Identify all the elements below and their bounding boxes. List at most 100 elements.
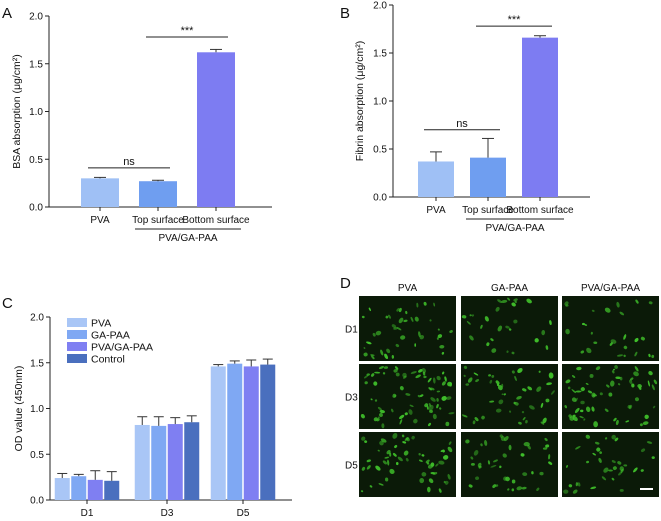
y-tick-label: 2.0 xyxy=(29,12,43,23)
cell-speck xyxy=(475,379,480,383)
cell-speck xyxy=(371,355,375,360)
bar xyxy=(418,161,454,197)
cell-speck xyxy=(465,383,470,386)
cell-speck xyxy=(544,437,548,442)
cell-speck xyxy=(386,348,391,354)
legend-swatch xyxy=(67,330,87,339)
cell-speck xyxy=(400,335,406,340)
y-axis-title: OD value (450nm) xyxy=(13,366,25,452)
cell-speck xyxy=(565,328,570,335)
cell-speck xyxy=(651,354,655,359)
cell-speck xyxy=(463,365,468,370)
cell-speck xyxy=(507,488,510,491)
cell-speck xyxy=(611,370,615,374)
cell-speck xyxy=(371,373,375,377)
y-tick-label: 1.0 xyxy=(29,107,43,118)
cell-speck xyxy=(427,486,431,493)
cell-speck xyxy=(531,471,534,475)
significance-label: *** xyxy=(181,25,195,37)
cell-speck xyxy=(419,477,425,484)
cell-speck xyxy=(625,420,630,423)
cell-speck xyxy=(443,480,446,484)
cell-speck xyxy=(364,381,368,385)
cell-speck xyxy=(591,309,595,312)
cell-speck xyxy=(489,400,495,403)
cell-speck xyxy=(604,437,608,440)
scale-bar xyxy=(640,488,653,490)
cell-speck xyxy=(594,441,600,445)
column-header: PVA/GA-PAA xyxy=(581,283,640,294)
cell-speck xyxy=(404,437,409,441)
cell-speck xyxy=(490,338,494,342)
cell-speck xyxy=(653,379,658,385)
cell-speck xyxy=(424,403,428,408)
cell-speck xyxy=(437,328,440,331)
cell-speck xyxy=(648,301,653,305)
cell-speck xyxy=(604,307,611,313)
cell-speck xyxy=(475,476,480,480)
significance-label: ns xyxy=(123,156,135,168)
cell-speck xyxy=(447,381,452,387)
cell-speck xyxy=(405,310,408,315)
column-header: PVA xyxy=(398,283,418,294)
cell-speck xyxy=(536,487,540,491)
cell-speck xyxy=(428,404,434,411)
cell-speck xyxy=(471,314,475,317)
cell-speck xyxy=(517,368,523,374)
cell-speck xyxy=(408,409,413,415)
chart-b-fibrin: 0.0 0.5 1.0 1.5 2.0 Fibrin absorption (μg/cm²… xyxy=(354,1,590,234)
cell-speck xyxy=(370,398,373,401)
cell-speck xyxy=(395,461,399,466)
cell-speck xyxy=(614,437,619,442)
cell-speck xyxy=(389,468,395,475)
cell-speck xyxy=(627,405,632,409)
cell-speck xyxy=(497,299,503,304)
cell-speck xyxy=(598,457,602,463)
cell-speck xyxy=(619,466,625,472)
cell-speck xyxy=(466,321,471,325)
cell-speck xyxy=(392,453,397,457)
cell-speck xyxy=(521,486,527,490)
cell-speck xyxy=(429,409,433,413)
panel-label-c: C xyxy=(2,295,13,312)
cell-speck xyxy=(616,301,620,308)
cell-speck xyxy=(541,329,546,336)
cell-speck xyxy=(585,382,589,385)
cell-speck xyxy=(580,387,585,392)
cell-speck xyxy=(381,423,385,429)
cell-speck xyxy=(430,397,436,402)
cell-speck xyxy=(572,416,578,422)
cell-speck xyxy=(511,351,515,355)
micrograph-image xyxy=(562,432,659,497)
cell-speck xyxy=(575,397,578,402)
cell-speck xyxy=(432,413,437,420)
cell-speck xyxy=(470,462,475,466)
cell-speck xyxy=(568,484,573,488)
cell-speck xyxy=(439,407,442,410)
cell-speck xyxy=(548,454,551,460)
cell-speck xyxy=(534,338,539,343)
cell-speck xyxy=(409,404,414,407)
cell-speck xyxy=(477,462,482,468)
cell-speck xyxy=(419,394,424,397)
cell-speck xyxy=(564,301,569,306)
cell-speck xyxy=(374,399,378,402)
cell-speck xyxy=(436,403,439,409)
cell-speck xyxy=(610,380,615,387)
legend-label: Control xyxy=(91,354,125,366)
cell-speck xyxy=(511,488,515,492)
cell-speck xyxy=(592,452,596,456)
cell-speck xyxy=(633,371,639,377)
cell-speck xyxy=(399,419,403,425)
cell-speck xyxy=(520,453,525,457)
cell-speck xyxy=(499,465,502,469)
cell-speck xyxy=(396,308,400,312)
cell-speck xyxy=(631,383,635,388)
cell-speck xyxy=(363,374,369,379)
cell-speck xyxy=(613,417,617,422)
cell-speck xyxy=(395,372,400,377)
cell-speck xyxy=(634,351,638,357)
cell-speck xyxy=(461,414,468,418)
y-tick-label: 1.5 xyxy=(30,358,44,369)
cell-speck xyxy=(396,327,402,331)
